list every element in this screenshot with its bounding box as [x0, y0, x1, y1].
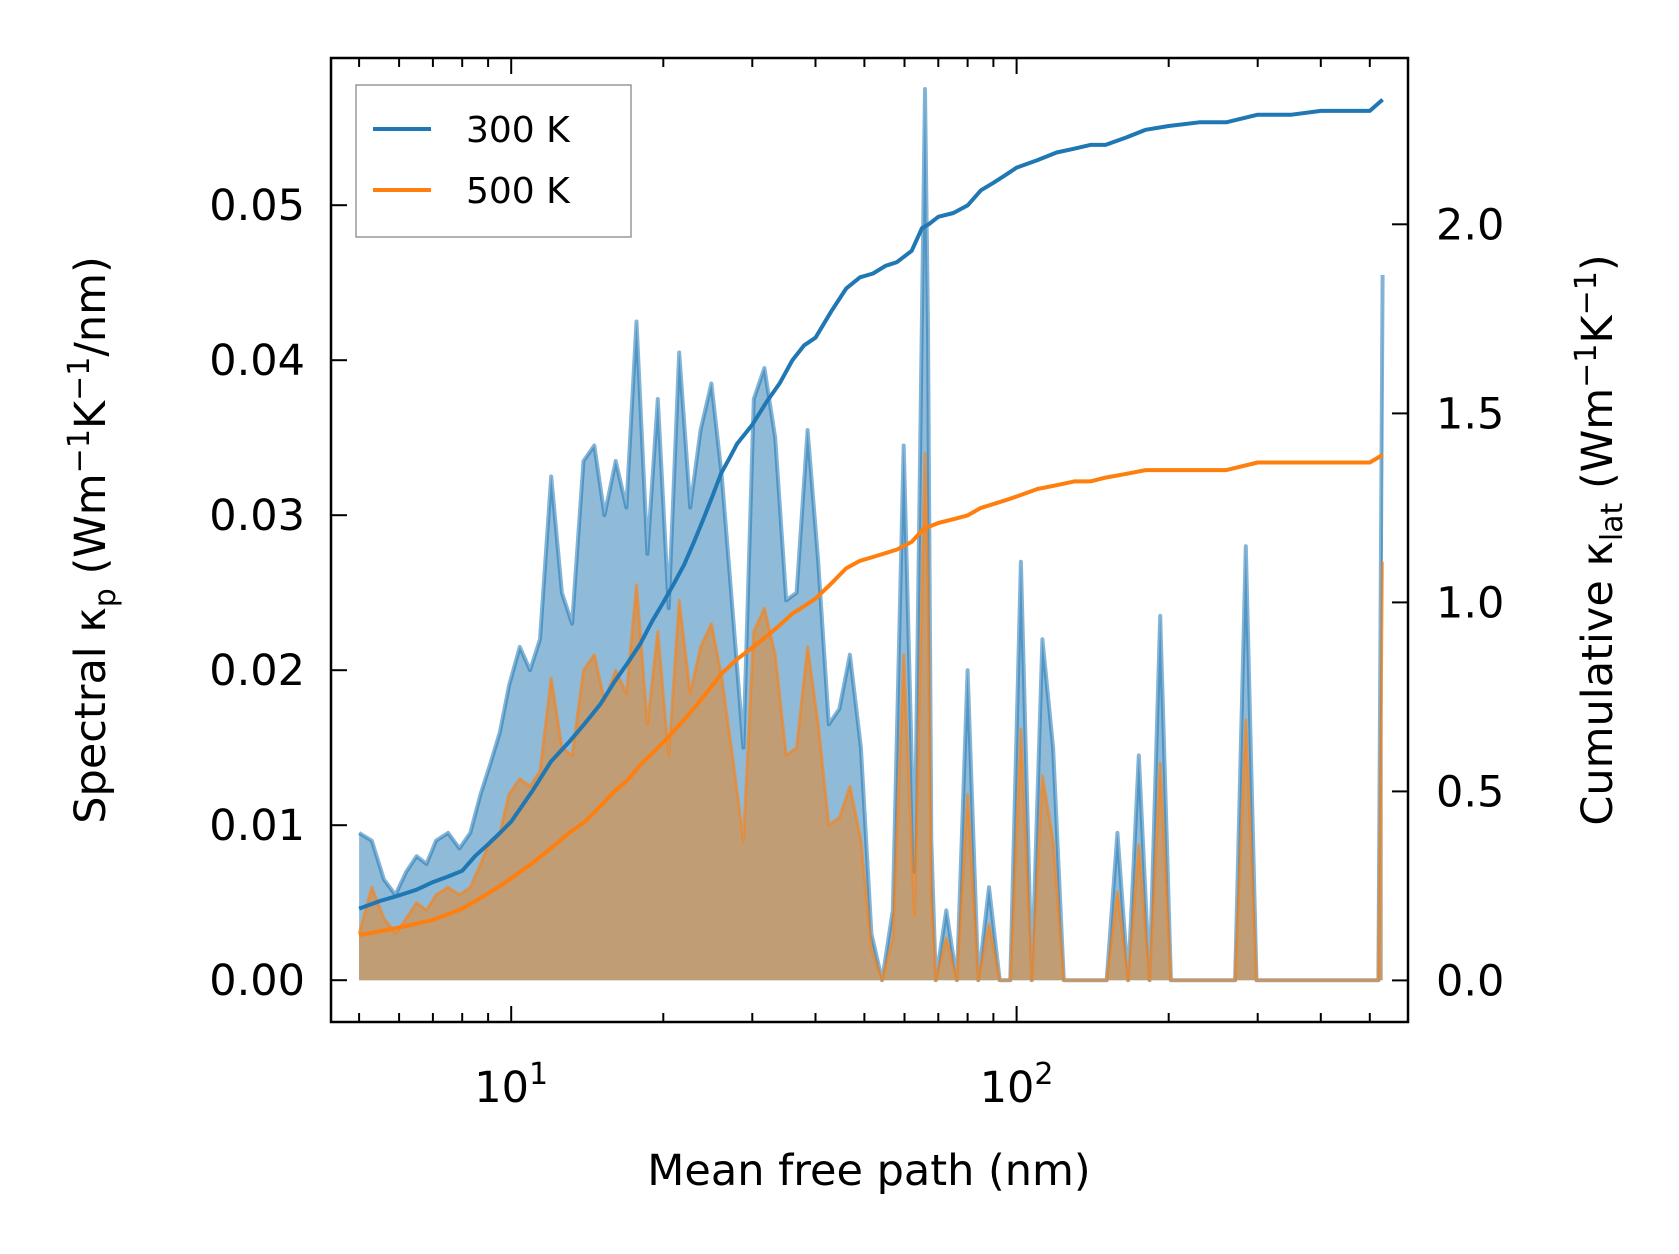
- y-right-mid: K: [1573, 314, 1623, 344]
- x-tick-label-base: 10: [980, 1063, 1035, 1113]
- cumulative-300k-line: [358, 98, 1384, 911]
- y-right-tick-label: 0.5: [1436, 767, 1504, 817]
- x-tick-label-base: 10: [474, 1063, 529, 1113]
- y-left-main: Spectral κ: [66, 607, 116, 824]
- y-left-tick-label: 0.04: [209, 336, 305, 386]
- cumulative-500k-line: [358, 453, 1384, 938]
- y-right-tick-label: 2.0: [1436, 200, 1504, 250]
- legend-label-300k: 300 K: [466, 110, 571, 151]
- y-left-unit-prefix: (Wm: [66, 473, 116, 588]
- x-tick-label: 101: [474, 1057, 548, 1113]
- y-left-tick-label: 0.05: [209, 181, 305, 231]
- y-right-unit-prefix: (Wm: [1573, 388, 1623, 503]
- y-left-tick-label: 0.00: [209, 956, 305, 1006]
- x-axis-title: Mean free path (nm): [647, 1146, 1090, 1196]
- y-left-sub: p: [88, 588, 123, 607]
- plot-frame: [329, 56, 1410, 1024]
- y-right-exp2: −1: [1569, 271, 1604, 315]
- x-tick-label-exponent: 2: [1034, 1057, 1053, 1092]
- y-left-tick-label: 0.02: [209, 646, 305, 696]
- legend-label-500k: 500 K: [466, 171, 571, 212]
- y-left-tick-label: 0.01: [209, 801, 305, 851]
- x-tick-label-exponent: 1: [529, 1057, 548, 1092]
- y-axis-right-title: Cumulative κlat (Wm−1K−1): [1569, 254, 1630, 825]
- y-right-exp1: −1: [1569, 344, 1604, 388]
- y-left-unit-suffix: /nm): [66, 256, 116, 356]
- y-right-sub: lat: [1595, 502, 1630, 541]
- y-left-exp2: −1: [62, 357, 97, 401]
- y-left-tick-label: 0.03: [209, 491, 305, 541]
- legend-box: [355, 84, 632, 238]
- y-right-tick-label: 1.0: [1436, 578, 1504, 628]
- spectral-500k-area: [359, 453, 1383, 981]
- legend: 300 K 500 K: [355, 84, 632, 238]
- y-right-tick-label: 1.5: [1436, 389, 1504, 439]
- y-right-main: Cumulative κ: [1573, 541, 1623, 825]
- y-left-mid: K: [66, 399, 116, 429]
- plot-data-layer: [357, 87, 1385, 983]
- y-left-exp1: −1: [62, 429, 97, 473]
- y-right-tick-label: 0.0: [1436, 956, 1504, 1006]
- x-tick-label: 102: [980, 1057, 1054, 1113]
- y-axis-left-title: Spectral κp (Wm−1K−1/nm): [62, 256, 123, 824]
- spectral-500k-line: [357, 451, 1385, 982]
- axis-ticks: 0.00 0.01 0.02 0.03 0.04 0.05 0.0 0.5 1.0 1.5 2.0 1…: [209, 58, 1504, 1113]
- y-right-unit-suffix: ): [1573, 254, 1623, 271]
